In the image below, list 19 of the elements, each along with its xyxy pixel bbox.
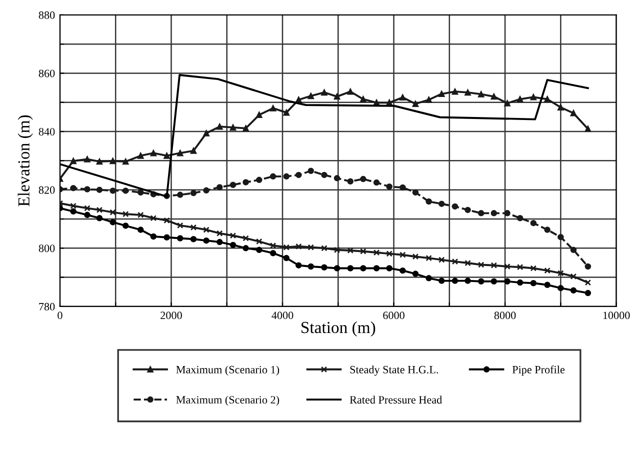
y-tick-label: 800 — [38, 244, 55, 252]
x-tick-label: 2000 — [160, 312, 182, 320]
x-tick-label: 6000 — [383, 312, 404, 320]
y-axis-title: Elevation (m) — [18, 115, 33, 206]
x-axis-title: Station (m) — [302, 321, 376, 337]
x-tick-label: 10000 — [603, 312, 630, 320]
y-tick-label: 780 — [39, 302, 55, 310]
x-tick-label: 8000 — [494, 312, 516, 320]
x-tick-label: 0 — [58, 312, 62, 320]
x-tick-label: 4000 — [272, 312, 294, 320]
y-tick-label: 880 — [38, 11, 55, 19]
y-tick-label: 860 — [38, 70, 55, 78]
legend-label: Rated Pressure Head — [350, 396, 442, 404]
legend-label: Pipe Profile — [512, 365, 564, 376]
legend-label: Steady State H.G.L. — [350, 366, 438, 376]
y-tick-label: 820 — [38, 186, 55, 194]
y-tick-label: 840 — [38, 128, 55, 136]
legend-label: Maximum (Scenario 2) — [176, 396, 280, 406]
legend-label: Maximum (Scenario 1) — [176, 366, 280, 376]
